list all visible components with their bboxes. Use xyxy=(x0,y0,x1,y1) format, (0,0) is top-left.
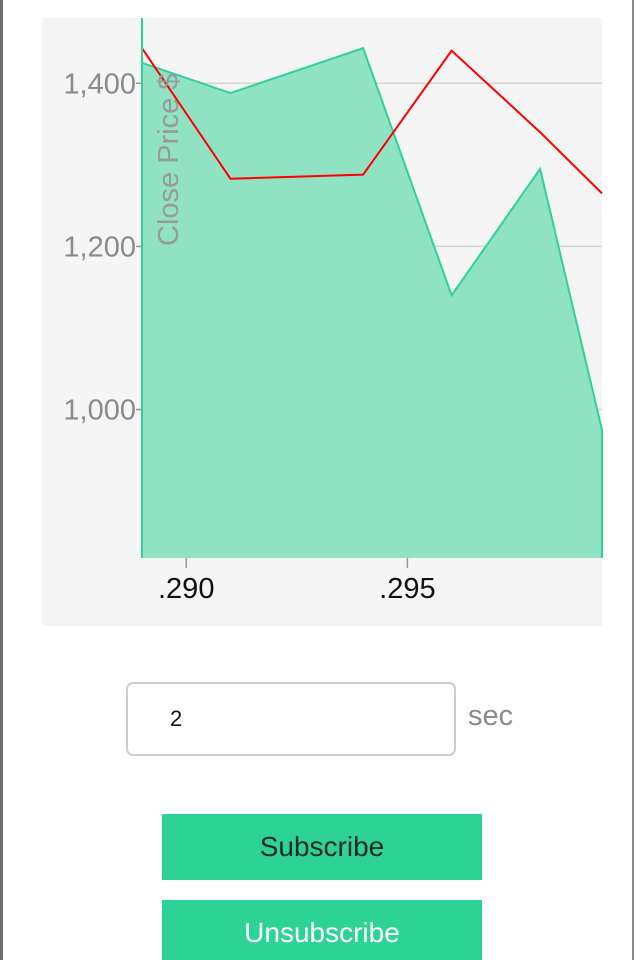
y-tick-label-0: 1,000 xyxy=(63,395,136,427)
y-axis-title: Close Price $ xyxy=(153,74,185,246)
area-fill-0 xyxy=(142,48,602,558)
interval-input[interactable] xyxy=(126,682,456,756)
interval-unit-label: sec xyxy=(468,700,514,732)
line-series-1 xyxy=(141,47,603,195)
right-border xyxy=(632,0,634,960)
unsubscribe-button[interactable]: Unsubscribe xyxy=(162,900,482,960)
tick-labels: 1,000 1,200 1,400 .290 .295 Close Price $ xyxy=(63,68,435,605)
axes xyxy=(136,18,409,568)
left-border xyxy=(0,0,3,960)
subscribe-button[interactable]: Subscribe xyxy=(162,814,482,880)
y-tick-label-2: 1,400 xyxy=(63,68,136,100)
price-chart: 1,000 1,200 1,400 .290 .295 Close Price $ xyxy=(63,18,603,605)
area-outline-0 xyxy=(141,46,603,558)
area-series xyxy=(141,46,603,558)
x-tick-label-0: .290 xyxy=(158,573,214,605)
y-tick-label-1: 1,200 xyxy=(63,231,136,263)
x-tick-label-1: .295 xyxy=(379,573,435,605)
